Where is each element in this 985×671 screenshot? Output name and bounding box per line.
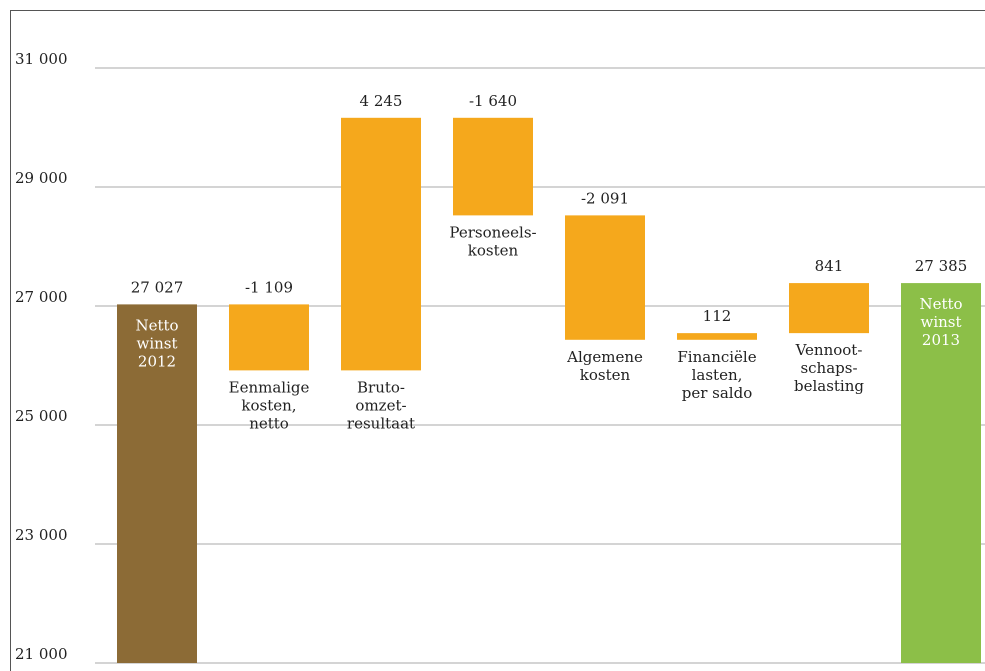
y-tick-label: 27 000	[15, 288, 68, 306]
category-label: Netto	[919, 295, 962, 313]
category-label: Financiële	[677, 348, 756, 366]
category-label: schaps-	[800, 359, 857, 377]
category-label: Personeels-	[449, 223, 536, 241]
category-label: Eenmalige	[229, 378, 310, 396]
y-tick-label: 25 000	[15, 407, 68, 425]
bar	[677, 333, 757, 340]
category-label: 2012	[138, 352, 176, 370]
category-label: resultaat	[347, 414, 415, 432]
bar	[453, 117, 533, 216]
bar	[901, 283, 981, 663]
value-label: -1 640	[469, 92, 517, 110]
bar	[341, 117, 421, 371]
value-label: -1 109	[245, 278, 293, 296]
value-label: -2 091	[581, 189, 629, 207]
category-label: per saldo	[682, 384, 753, 402]
bar	[229, 304, 309, 371]
category-label: winst	[136, 334, 177, 352]
value-label: 4 245	[360, 92, 403, 110]
frame	[10, 10, 985, 671]
category-label: Algemene	[566, 348, 643, 366]
category-label: netto	[249, 414, 289, 432]
category-label: winst	[920, 313, 961, 331]
category-label: Netto	[135, 316, 178, 334]
y-tick-label: 21 000	[15, 645, 68, 663]
category-label: kosten	[580, 366, 631, 384]
category-label: Bruto-	[357, 378, 405, 396]
category-label: Vennoot-	[795, 341, 863, 359]
bar	[117, 304, 197, 663]
category-label: kosten,	[241, 396, 296, 414]
value-label: 27 385	[915, 257, 968, 275]
y-tick-label: 29 000	[15, 169, 68, 187]
y-tick-label: 23 000	[15, 526, 68, 544]
y-tick-label: 31 000	[15, 50, 68, 68]
value-label: 112	[703, 307, 732, 325]
bar	[789, 283, 869, 334]
value-label: 27 027	[131, 278, 184, 296]
category-label: lasten,	[692, 366, 743, 384]
category-label: 2013	[922, 331, 960, 349]
category-label: omzet-	[355, 396, 406, 414]
category-label: belasting	[794, 377, 864, 395]
category-label: kosten	[468, 241, 519, 259]
bar	[565, 215, 645, 340]
value-label: 841	[815, 257, 844, 275]
